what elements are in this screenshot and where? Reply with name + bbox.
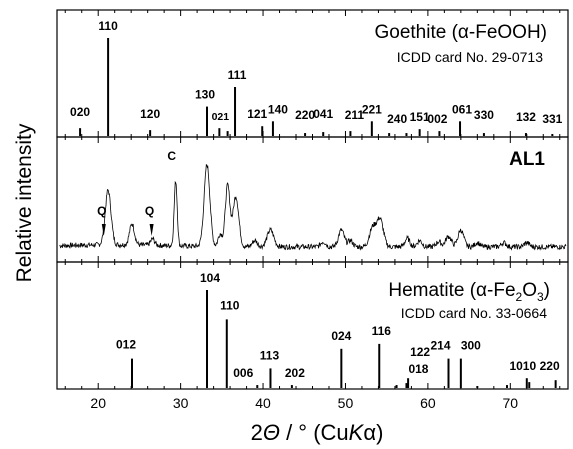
hematite-peak-label: 202 [285, 366, 305, 380]
goethite-peak-label: 140 [268, 102, 288, 116]
hematite-title-sub3: 3 [537, 290, 544, 304]
hematite-peak-label: 104 [200, 271, 220, 285]
hematite-peak-label: 113 [260, 348, 280, 362]
x-axis-label-unit: / ° (Cu [280, 420, 349, 445]
x-axis-label: 2Θ / ° (CuKα) [251, 420, 384, 445]
goethite-card: ICDD card No. 29-0713 [397, 49, 544, 65]
quartz-arrow [101, 224, 106, 236]
goethite-peak-label: 021 [212, 111, 230, 123]
quartz-marker: Q [97, 204, 106, 218]
goethite-peak-label: 110 [98, 19, 118, 33]
goethite-peak-label: 111 [228, 68, 247, 82]
hematite-peak-label: 024 [331, 329, 351, 343]
goethite-peak-label: 041 [313, 107, 333, 121]
goethite-peak-label: 240 [387, 112, 407, 126]
quartz-marker: Q [145, 204, 154, 218]
hematite-title: Hematite (α-Fe2O3) [388, 280, 550, 304]
hematite-peak-label: 012 [116, 338, 136, 352]
goethite-peak-label: 121 [247, 107, 267, 121]
hematite-peak-label: 122 [410, 345, 430, 359]
x-axis-label-k: K [349, 420, 365, 445]
hematite-peak-label: 1010 [509, 359, 536, 373]
calcite-marker: C [167, 149, 176, 163]
x-tick-label: 20 [90, 395, 106, 411]
goethite-peak-label: 211 [345, 108, 365, 122]
goethite-peak-label: 132 [516, 110, 536, 124]
x-axis-label-alpha: α [363, 420, 376, 445]
hematite-peak-label: 006 [233, 366, 253, 380]
quartz-arrow [149, 224, 154, 236]
x-axis-label-close: ) [376, 420, 383, 445]
x-tick-label: 60 [420, 395, 436, 411]
goethite-title: Goethite (α-FeOOH) [374, 22, 547, 43]
panel-al1-frame [56, 136, 569, 263]
x-tick-label: 30 [173, 395, 189, 411]
goethite-peak-label: 020 [70, 105, 90, 119]
x-axis-label-2: 2 [251, 420, 263, 445]
hematite-peak-label: 220 [540, 359, 560, 373]
al1-line [59, 164, 567, 251]
hematite-peak-label: 110 [220, 298, 240, 312]
goethite-peak-label: 120 [140, 107, 160, 121]
goethite-peak-label: 130 [195, 88, 215, 102]
x-axis-ticks: 20 30 40 50 60 70 [64, 10, 561, 411]
x-tick-label: 40 [255, 395, 271, 411]
hematite-peak-label: 116 [372, 324, 392, 338]
x-axis-label-theta: Θ [263, 420, 280, 445]
goethite-peak-label: 002 [427, 112, 447, 126]
x-tick-label: 50 [338, 395, 354, 411]
goethite-peak-label: 221 [362, 102, 382, 116]
hematite-title-o: O [522, 280, 537, 301]
hematite-title-close: ) [544, 280, 550, 301]
hematite-card: ICDD card No. 33-0664 [401, 305, 548, 321]
hematite-peak-label: 214 [430, 339, 450, 353]
goethite-peak-label: 061 [452, 102, 472, 116]
goethite-peak-label: 330 [474, 108, 494, 122]
al1-pattern: C Q Q [59, 149, 567, 251]
y-axis-label: Relative intensity [13, 123, 36, 282]
hematite-peak-label: 018 [408, 362, 428, 376]
goethite-peak-label: 220 [295, 108, 315, 122]
goethite-peak-label: 151 [410, 110, 430, 124]
goethite-peak-label: 331 [542, 112, 562, 126]
x-tick-label: 70 [503, 395, 519, 411]
hematite-title-sub2: 2 [516, 290, 523, 304]
al1-series-label: AL1 [509, 149, 545, 170]
hematite-title-a: Hematite (α-Fe [388, 280, 515, 301]
hematite-peak-label: 300 [461, 339, 481, 353]
